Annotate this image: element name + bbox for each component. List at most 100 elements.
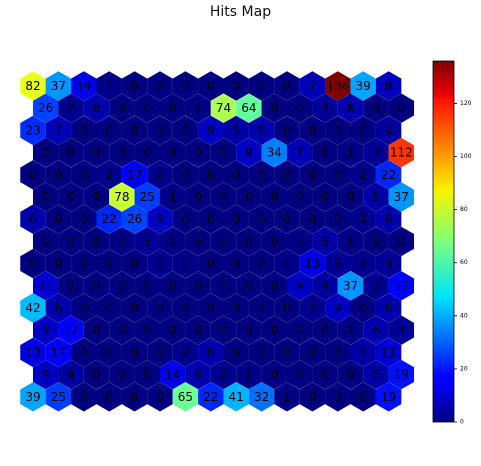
hex-value-label: 2	[105, 168, 113, 182]
hex-cell	[210, 226, 237, 257]
hex-value-label: 1	[347, 146, 355, 160]
hex-value-label: 0	[334, 168, 342, 182]
hex-value-label: 0	[55, 212, 63, 226]
hex-cell	[32, 226, 59, 257]
hex-value-label: 0	[270, 101, 278, 115]
hex-cell	[312, 137, 338, 168]
hex-cell	[274, 204, 300, 234]
hex-cell	[350, 248, 376, 279]
hex-value-label: 1	[118, 234, 126, 248]
hex-cell	[363, 315, 389, 345]
hex-value-label: 0	[258, 168, 266, 182]
hex-value-label: 0	[80, 168, 88, 182]
hex-value-label: 2	[359, 257, 367, 271]
hex-cell	[274, 248, 300, 279]
hex-cell	[121, 160, 148, 190]
hex-value-label: 0	[105, 257, 113, 271]
hex-cell	[109, 359, 135, 390]
hex-value-label: 22	[381, 168, 396, 182]
hex-value-label: 1	[169, 234, 177, 248]
hex-cell	[312, 271, 338, 301]
hex-value-label: 0	[334, 390, 342, 404]
hex-cell	[121, 337, 148, 368]
hex-value-label: 13	[305, 257, 320, 271]
hex-value-label: 37	[343, 279, 358, 293]
hex-cell	[147, 337, 173, 368]
hex-value-label: 0	[309, 212, 317, 226]
hex-value-label: 2	[156, 168, 164, 182]
hex-value-label: 0	[131, 390, 139, 404]
hex-cell	[109, 93, 135, 123]
hex-cell	[32, 359, 59, 390]
hex-cell	[274, 337, 300, 368]
hex-cell	[286, 359, 313, 390]
hex-cell	[45, 160, 72, 190]
hex-value-label: 5	[372, 368, 380, 382]
hex-value-label: 5	[321, 234, 329, 248]
hex-value-label: 0	[118, 146, 126, 160]
hex-value-label: 37	[394, 190, 409, 204]
hex-cell	[121, 382, 148, 412]
hex-cell	[198, 248, 224, 279]
hex-cell	[274, 382, 300, 412]
hex-cell	[45, 204, 72, 234]
hex-cell	[286, 93, 313, 123]
hex-cell	[198, 160, 224, 190]
hex-value-label: 42	[25, 301, 40, 315]
hex-cell	[109, 182, 135, 212]
hex-value-label: 0	[258, 212, 266, 226]
hex-cell	[261, 226, 288, 257]
hex-cell	[83, 93, 110, 123]
hex-cell	[210, 359, 237, 390]
hex-value-label: 0	[232, 168, 240, 182]
hex-value-label: 0	[29, 168, 37, 182]
hex-cell	[350, 293, 376, 323]
hex-value-label: 65	[178, 390, 193, 404]
hex-value-label: 3	[397, 323, 405, 337]
hex-cell	[286, 182, 313, 212]
hex-cell	[147, 382, 173, 412]
hex-cell	[388, 315, 415, 345]
hex-value-label: 0	[309, 390, 317, 404]
hex-cell	[261, 271, 288, 301]
hex-cell	[248, 204, 275, 234]
hex-cell	[20, 204, 46, 234]
hex-value-label: 0	[334, 212, 342, 226]
hex-cell	[299, 248, 326, 279]
hex-cell	[350, 115, 376, 146]
hex-value-label: 3	[143, 234, 151, 248]
hex-value-label: 0	[93, 190, 101, 204]
hex-cell	[312, 182, 338, 212]
hex-value-label: 0	[182, 301, 190, 315]
hex-cell	[363, 226, 389, 257]
hex-value-label: 6	[258, 123, 266, 137]
hex-value-label: 19	[381, 390, 396, 404]
hex-value-label: 0	[232, 301, 240, 315]
hex-cell	[274, 71, 300, 101]
hex-cell	[325, 160, 351, 190]
hex-cell	[71, 382, 97, 412]
hex-value-label: 0	[220, 146, 228, 160]
hex-value-label: 0	[334, 123, 342, 137]
hex-cell	[134, 359, 161, 390]
hex-value-label: 22	[102, 212, 117, 226]
hex-value-label: 0	[143, 101, 151, 115]
hex-cell	[236, 182, 262, 212]
hex-cell	[325, 115, 351, 146]
hex-cell	[20, 71, 46, 101]
hex-value-label: 6	[29, 212, 37, 226]
hex-cell	[363, 271, 389, 301]
hex-value-label: 0	[156, 345, 164, 359]
colorbar-tick-label: 100	[460, 153, 472, 160]
hex-cell	[363, 359, 389, 390]
hex-value-label: 0	[296, 368, 304, 382]
hex-cell	[185, 315, 211, 345]
hex-cell	[350, 337, 376, 368]
hex-value-label: 0	[270, 234, 278, 248]
hex-value-label: 0	[105, 390, 113, 404]
hex-cell	[236, 226, 262, 257]
hex-cell	[185, 226, 211, 257]
hex-cell	[388, 93, 415, 123]
hex-cell	[299, 293, 326, 323]
hex-cell	[58, 182, 84, 212]
